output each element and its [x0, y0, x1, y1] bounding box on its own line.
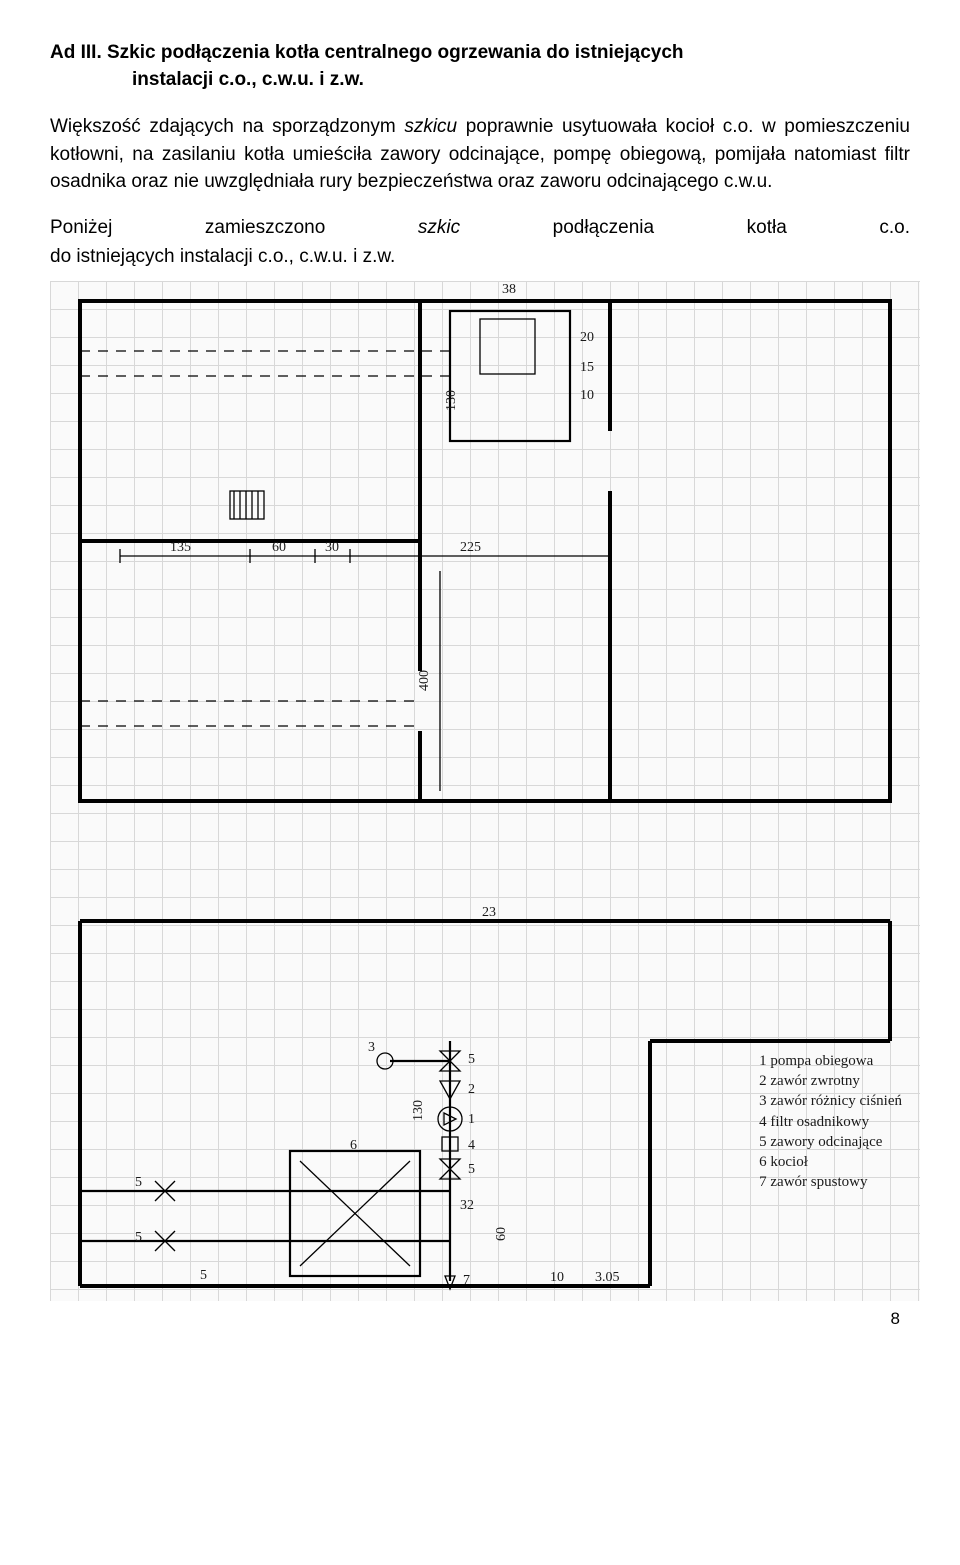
- heading-prefix: Ad III.: [50, 42, 107, 63]
- dim-225: 225: [460, 540, 481, 555]
- legend-7: 7 zawór spustowy: [759, 1172, 902, 1192]
- lbl-5c: 5: [200, 1268, 207, 1283]
- legend: 1 pompa obiegowa 2 zawór zwrotny 3 zawór…: [759, 1051, 902, 1193]
- dim-305: 3.05: [595, 1270, 620, 1285]
- sketch-container: 135 60 30 225 400 38 20 15 10 130 23: [50, 281, 920, 1301]
- num-3: 3: [368, 1040, 375, 1055]
- dim-20: 20: [580, 330, 594, 345]
- heading-line2: instalacji c.o., c.w.u. i z.w.: [132, 67, 910, 94]
- section-heading: Ad III. Szkic podłączenia kotła centraln…: [50, 40, 910, 93]
- upper-outline: [80, 301, 890, 801]
- dim-60: 60: [272, 540, 286, 555]
- p1-a: Większość zdających na sporządzonym: [50, 116, 404, 137]
- dim-135: 135: [170, 540, 191, 555]
- dim-38: 38: [502, 282, 516, 297]
- dim-10b: 10: [550, 1270, 564, 1285]
- num-5b: 5: [468, 1162, 475, 1177]
- shaft-inner: [480, 319, 535, 374]
- legend-2: 2 zawór zwrotny: [759, 1071, 902, 1091]
- lbl-6: 6: [350, 1138, 357, 1153]
- lbl-5a: 5: [135, 1175, 142, 1190]
- num-1: 1: [468, 1112, 475, 1127]
- dim-30: 30: [325, 540, 339, 555]
- p1-italic: szkicu: [404, 116, 457, 137]
- num-7: 7: [463, 1273, 470, 1288]
- p2-a: Poniżej zamieszczono: [50, 217, 418, 238]
- paragraph-1: Większość zdających na sporządzonym szki…: [50, 113, 910, 196]
- p2-it: szkic: [418, 217, 460, 238]
- num-2: 2: [468, 1082, 475, 1097]
- dim-400: 400: [417, 670, 432, 691]
- legend-3: 3 zawór różnicy ciśnień: [759, 1091, 902, 1111]
- num-5: 5: [468, 1052, 475, 1067]
- num-4: 4: [468, 1138, 475, 1153]
- dim-15: 15: [580, 360, 594, 375]
- legend-4: 4 filtr osadnikowy: [759, 1112, 902, 1132]
- page-number: 8: [50, 1309, 910, 1329]
- legend-1: 1 pompa obiegowa: [759, 1051, 902, 1071]
- dim-23: 23: [482, 905, 496, 920]
- lbl-5b: 5: [135, 1230, 142, 1245]
- heading-main: Szkic podłączenia kotła centralnego ogrz…: [107, 42, 684, 63]
- p2-b: podłączenia kotła c.o.: [460, 217, 910, 238]
- radiator-icon: [230, 491, 264, 519]
- dim-10: 10: [580, 388, 594, 403]
- paragraph-2-line2: do istniejących instalacji c.o., c.w.u. …: [50, 243, 910, 271]
- shaft-box: [450, 311, 570, 441]
- dim-60b: 60: [494, 1227, 509, 1241]
- legend-6: 6 kocioł: [759, 1152, 902, 1172]
- dim-130box: 130: [444, 390, 459, 411]
- legend-5: 5 zawory odcinające: [759, 1132, 902, 1152]
- dim-130r: 130: [411, 1100, 426, 1121]
- dim-32: 32: [460, 1198, 474, 1213]
- paragraph-2-line1: Poniżej zamieszczono szkic podłączenia k…: [50, 214, 910, 242]
